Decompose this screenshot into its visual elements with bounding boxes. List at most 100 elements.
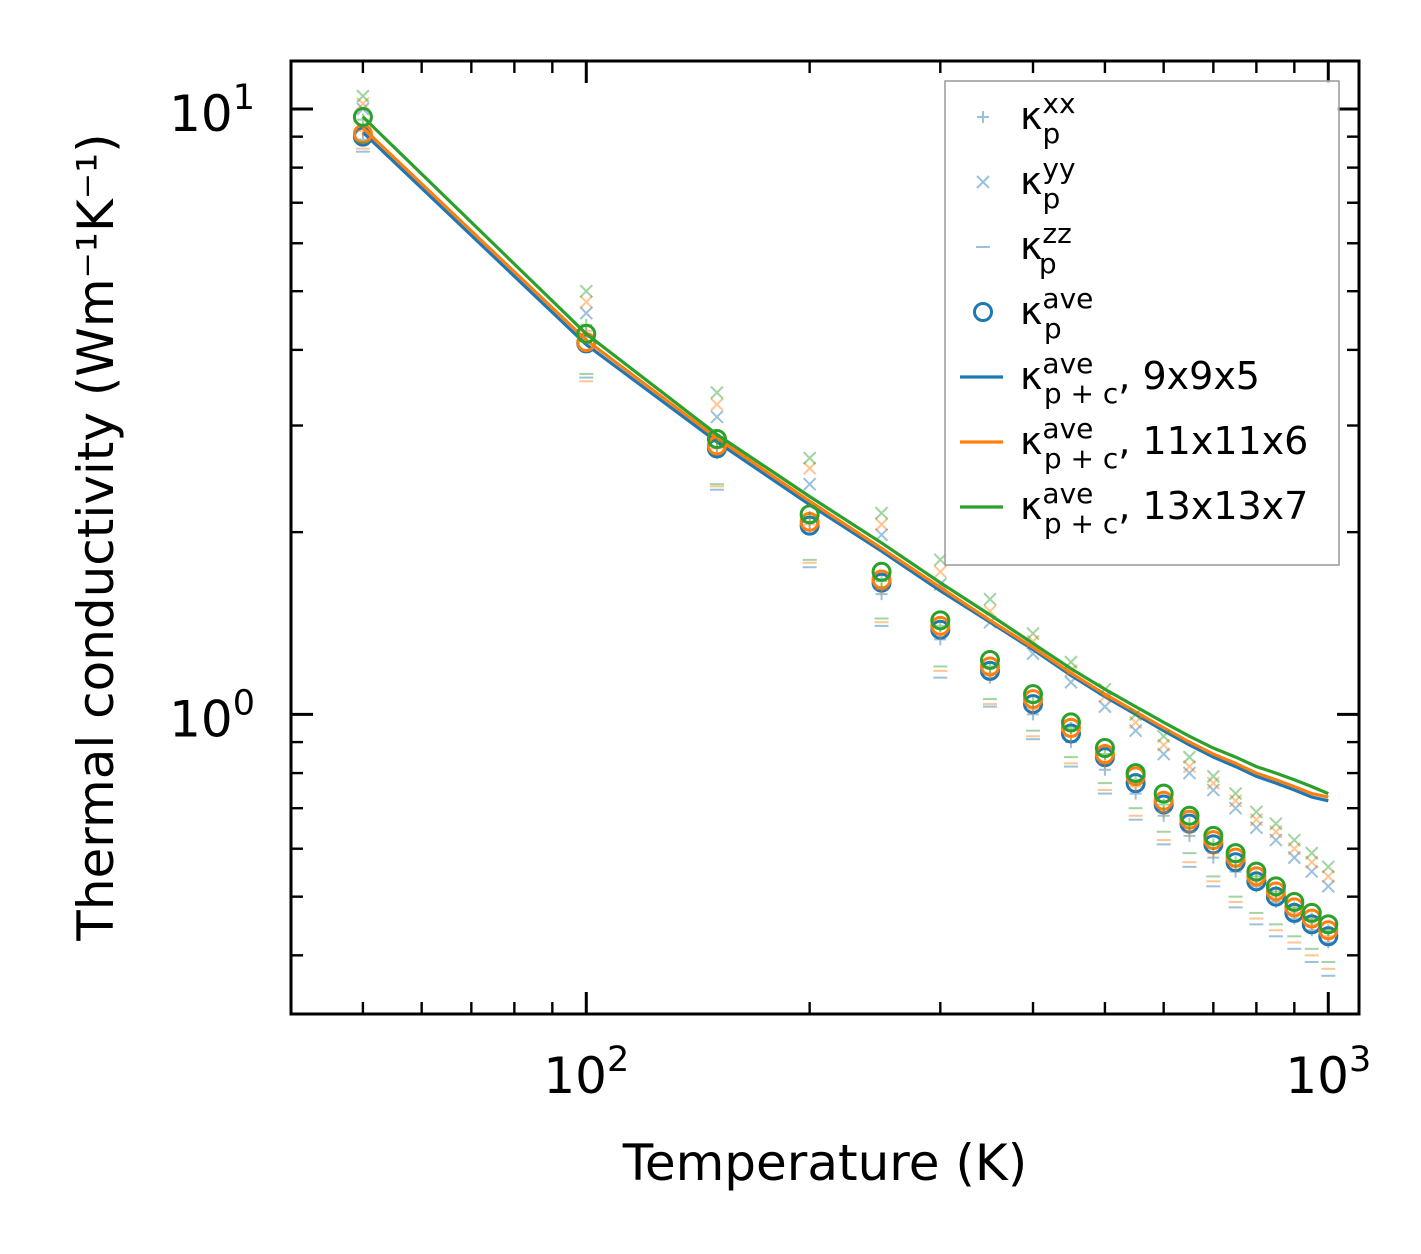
point-kappa-ave: [871, 561, 892, 582]
point-kappa-yy: [933, 565, 948, 579]
point-kappa-yy: [1269, 816, 1283, 831]
point-kappa-ave: [1153, 790, 1174, 811]
point-kappa-ave: [979, 649, 1000, 670]
line-kappa-pc-13x13x7: [361, 115, 1329, 796]
point-kappa-yy: [1321, 860, 1335, 874]
point-kappa-yy: [1287, 842, 1302, 856]
point-kappa-yy: [356, 97, 370, 111]
plot-frame: [289, 59, 1361, 1016]
point-kappa-ave: [1318, 926, 1339, 947]
point-kappa-ave: [706, 435, 727, 456]
legend-entry: κave p + c, 11x11x6: [960, 412, 1308, 475]
point-kappa-ave: [1060, 717, 1081, 738]
point-kappa-yy: [1305, 846, 1319, 860]
tick-exponent: 2: [607, 1040, 629, 1080]
tick-base: 10: [543, 1047, 607, 1105]
legend-entry: κave p + c, 13x13x7: [960, 477, 1308, 540]
point-kappa-yy: [1269, 833, 1283, 847]
legend-label: κave p: [1020, 282, 1093, 345]
point-kappa-ave: [979, 656, 1000, 677]
tick-base: 10: [169, 690, 233, 748]
point-kappa-ave: [1284, 891, 1305, 912]
legend-marker-x: [976, 175, 990, 189]
point-kappa-ave: [1225, 843, 1246, 864]
point-kappa-xx: [1027, 703, 1040, 716]
point-kappa-yy: [579, 295, 593, 309]
point-kappa-yy: [1228, 786, 1243, 801]
point-kappa-ave: [1060, 712, 1081, 733]
point-kappa-ave: [930, 615, 951, 636]
point-kappa-yy: [1305, 855, 1319, 869]
point-kappa-xx: [1129, 787, 1142, 800]
point-kappa-xx: [1027, 708, 1040, 721]
point-kappa-ave: [1203, 825, 1224, 846]
point-kappa-yy: [1128, 715, 1143, 730]
point-kappa-yy: [710, 397, 724, 412]
point-kappa-yy: [802, 477, 817, 491]
point-kappa-ave: [1301, 902, 1322, 923]
point-kappa-yy: [802, 461, 817, 475]
legend-label: κave p + c, 11x11x6: [1020, 412, 1308, 475]
point-kappa-ave: [1318, 920, 1339, 941]
point-kappa-yy: [983, 592, 997, 606]
point-kappa-xx: [710, 435, 723, 448]
tick-base: 10: [1285, 1047, 1349, 1105]
point-kappa-ave: [706, 429, 727, 450]
point-kappa-yy: [1249, 812, 1264, 827]
legend-label: κave p + c, 9x9x5: [1020, 347, 1260, 410]
y-axis-label: Thermal conductivity (Wm⁻¹K⁻¹): [67, 133, 125, 941]
point-kappa-yy: [356, 89, 370, 103]
line-kappa-pc-9x9x5: [361, 131, 1329, 803]
legend-entry: κyy p: [976, 152, 1076, 215]
point-kappa-yy: [1064, 655, 1078, 669]
data-layer: [352, 89, 1339, 977]
point-kappa-xx: [356, 113, 369, 126]
point-kappa-yy: [874, 506, 889, 520]
point-kappa-ave: [1125, 773, 1146, 794]
legend-label: κzz p: [1020, 217, 1072, 280]
tick-base: 10: [169, 85, 233, 143]
legend-entry: κave p: [973, 282, 1093, 345]
point-kappa-yy: [1228, 801, 1243, 815]
tick-layer: [289, 61, 1359, 1014]
axes-frame: [289, 59, 1361, 1016]
point-kappa-yy: [1182, 759, 1197, 774]
point-kappa-yy: [1064, 675, 1078, 689]
point-kappa-ave: [1094, 738, 1115, 759]
point-kappa-yy: [1156, 729, 1171, 744]
point-kappa-ave: [1284, 897, 1305, 918]
point-kappa-yy: [1182, 750, 1197, 764]
point-kappa-ave: [1060, 723, 1081, 744]
point-kappa-yy: [1269, 825, 1283, 839]
y-tick-label: 100: [169, 683, 255, 748]
point-kappa-yy: [579, 306, 593, 320]
y-tick-label: 101: [169, 78, 255, 143]
point-kappa-yy: [874, 517, 889, 532]
point-kappa-yy: [710, 385, 724, 400]
point-kappa-xx: [803, 510, 816, 523]
point-kappa-yy: [579, 284, 593, 298]
point-kappa-yy: [983, 604, 997, 619]
point-kappa-yy: [1321, 869, 1335, 884]
legend-box: [944, 80, 1340, 566]
point-kappa-yy: [1249, 820, 1264, 835]
tick-exponent: 3: [1349, 1040, 1371, 1080]
point-kappa-yy: [1128, 723, 1143, 738]
point-kappa-yy: [1156, 747, 1171, 761]
x-tick-label: 103: [1285, 1040, 1371, 1105]
point-kappa-ave: [930, 610, 951, 631]
point-kappa-ave: [799, 504, 820, 525]
point-kappa-yy: [710, 410, 724, 424]
legend-entry: κzz p: [976, 217, 1072, 280]
point-kappa-ave: [1246, 861, 1267, 882]
point-kappa-yy: [1206, 783, 1221, 797]
point-kappa-yy: [1287, 850, 1302, 865]
point-kappa-yy: [1206, 769, 1221, 784]
point-kappa-ave: [1179, 805, 1200, 826]
point-kappa-ave: [1318, 914, 1339, 935]
tick-exponent: 1: [233, 78, 255, 118]
point-kappa-ave: [871, 569, 892, 590]
